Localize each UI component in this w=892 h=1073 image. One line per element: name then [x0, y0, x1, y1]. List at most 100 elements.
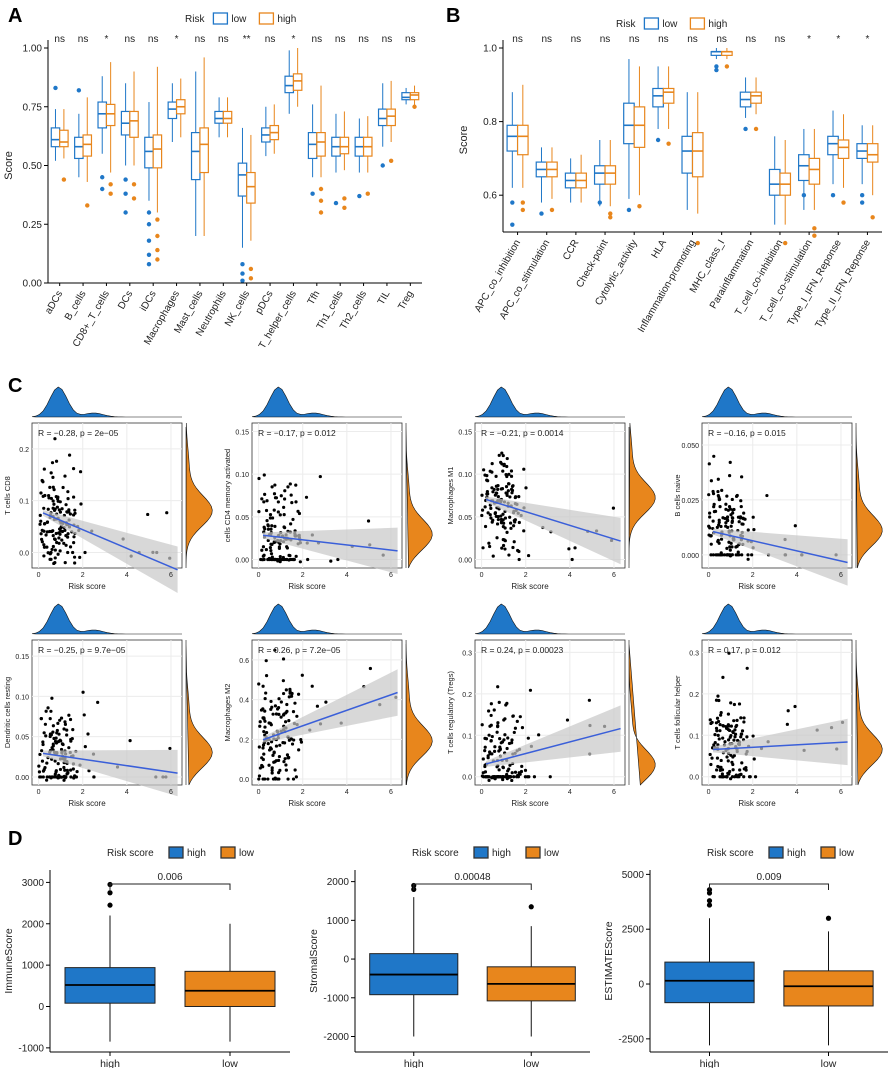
data-point	[75, 769, 79, 774]
outlier-low	[310, 191, 315, 196]
data-point	[46, 706, 50, 710]
data-point	[492, 776, 496, 780]
data-point	[50, 461, 55, 465]
x-tick-label: 4	[125, 789, 129, 796]
outlier-high	[608, 211, 613, 216]
right-density	[405, 422, 433, 569]
data-point	[480, 493, 484, 497]
x-axis-label: Risk score	[738, 582, 776, 591]
y-axis-label: Score	[3, 151, 15, 180]
data-point	[262, 553, 266, 557]
data-point	[286, 777, 290, 781]
data-point	[63, 528, 67, 532]
confidence-band	[486, 705, 621, 767]
data-point	[96, 700, 100, 704]
data-point	[263, 719, 267, 723]
data-point	[497, 700, 501, 704]
box-low	[798, 154, 810, 182]
data-point	[485, 775, 489, 779]
data-point	[746, 553, 750, 557]
data-point	[492, 708, 496, 712]
data-point	[71, 728, 75, 732]
data-point	[69, 737, 73, 742]
data-point	[717, 523, 721, 527]
data-point	[329, 559, 333, 563]
data-point	[287, 719, 291, 723]
y-axis-label: Dendritic cells resting	[3, 677, 12, 748]
correlation-annotation: R = −0.16, p = 0.015	[708, 428, 786, 438]
confidence-band	[43, 510, 178, 593]
outlier-low	[830, 193, 836, 198]
outlier-low	[626, 207, 632, 213]
legend: Risk score high low	[707, 846, 855, 859]
data-point	[725, 546, 729, 551]
data-point	[78, 470, 83, 474]
data-point	[739, 716, 743, 720]
data-point	[489, 516, 493, 520]
outlier-low	[801, 193, 807, 198]
data-point	[495, 522, 500, 526]
outlier-low	[76, 88, 82, 93]
data-point	[59, 716, 64, 720]
data-point	[733, 732, 738, 736]
x-tick-label: 4	[345, 572, 349, 579]
data-point	[278, 555, 282, 559]
outlier-low	[123, 210, 128, 215]
data-point	[709, 762, 713, 767]
box-high	[409, 92, 420, 101]
data-point	[750, 553, 754, 557]
data-point	[272, 492, 277, 496]
data-point	[489, 713, 493, 718]
x-tick-label: 2	[81, 789, 85, 796]
data-point	[513, 726, 518, 730]
data-point	[281, 555, 285, 560]
data-point	[492, 487, 496, 492]
data-point	[257, 745, 261, 749]
data-point	[738, 768, 742, 772]
data-point	[49, 496, 54, 501]
data-point	[730, 775, 735, 779]
data-point	[43, 766, 47, 770]
x-tick-label: 6	[169, 572, 173, 579]
data-point	[715, 729, 719, 733]
data-point	[730, 545, 734, 549]
data-point	[724, 521, 728, 525]
outlier-low	[146, 252, 152, 257]
outlier-high	[608, 215, 613, 220]
y-tick-label: 0	[38, 1002, 44, 1013]
data-point	[261, 707, 265, 711]
data-point	[740, 761, 744, 765]
panel-label-A: A	[8, 5, 22, 27]
box-high	[199, 127, 209, 174]
data-point	[501, 765, 505, 769]
data-point	[269, 552, 274, 556]
data-point	[269, 548, 273, 553]
data-point	[68, 512, 72, 516]
data-point	[266, 557, 270, 562]
outlier-high	[783, 240, 788, 246]
data-point	[67, 508, 71, 512]
data-point	[496, 775, 501, 779]
data-point	[261, 777, 265, 781]
data-point	[488, 469, 492, 473]
data-point	[257, 510, 261, 514]
box-high	[222, 110, 233, 124]
data-point	[276, 500, 280, 504]
data-point	[490, 520, 494, 524]
data-point	[262, 473, 266, 477]
y-axis-label: ImmuneScore	[3, 928, 15, 994]
outlier-low	[240, 271, 245, 276]
confidence-band	[713, 718, 848, 766]
data-point	[279, 494, 283, 498]
outlier-high	[248, 266, 254, 272]
data-point	[487, 733, 491, 737]
data-point	[53, 759, 57, 763]
significance-label: *	[175, 34, 179, 45]
data-point	[270, 555, 274, 559]
data-point	[711, 553, 715, 557]
x-tick-label: 6	[839, 789, 843, 796]
y-axis-label: Macrophages M2	[223, 684, 232, 742]
y-tick-label: -1000	[18, 1043, 44, 1054]
legend-title: Risk	[185, 14, 205, 25]
data-point	[488, 513, 492, 517]
